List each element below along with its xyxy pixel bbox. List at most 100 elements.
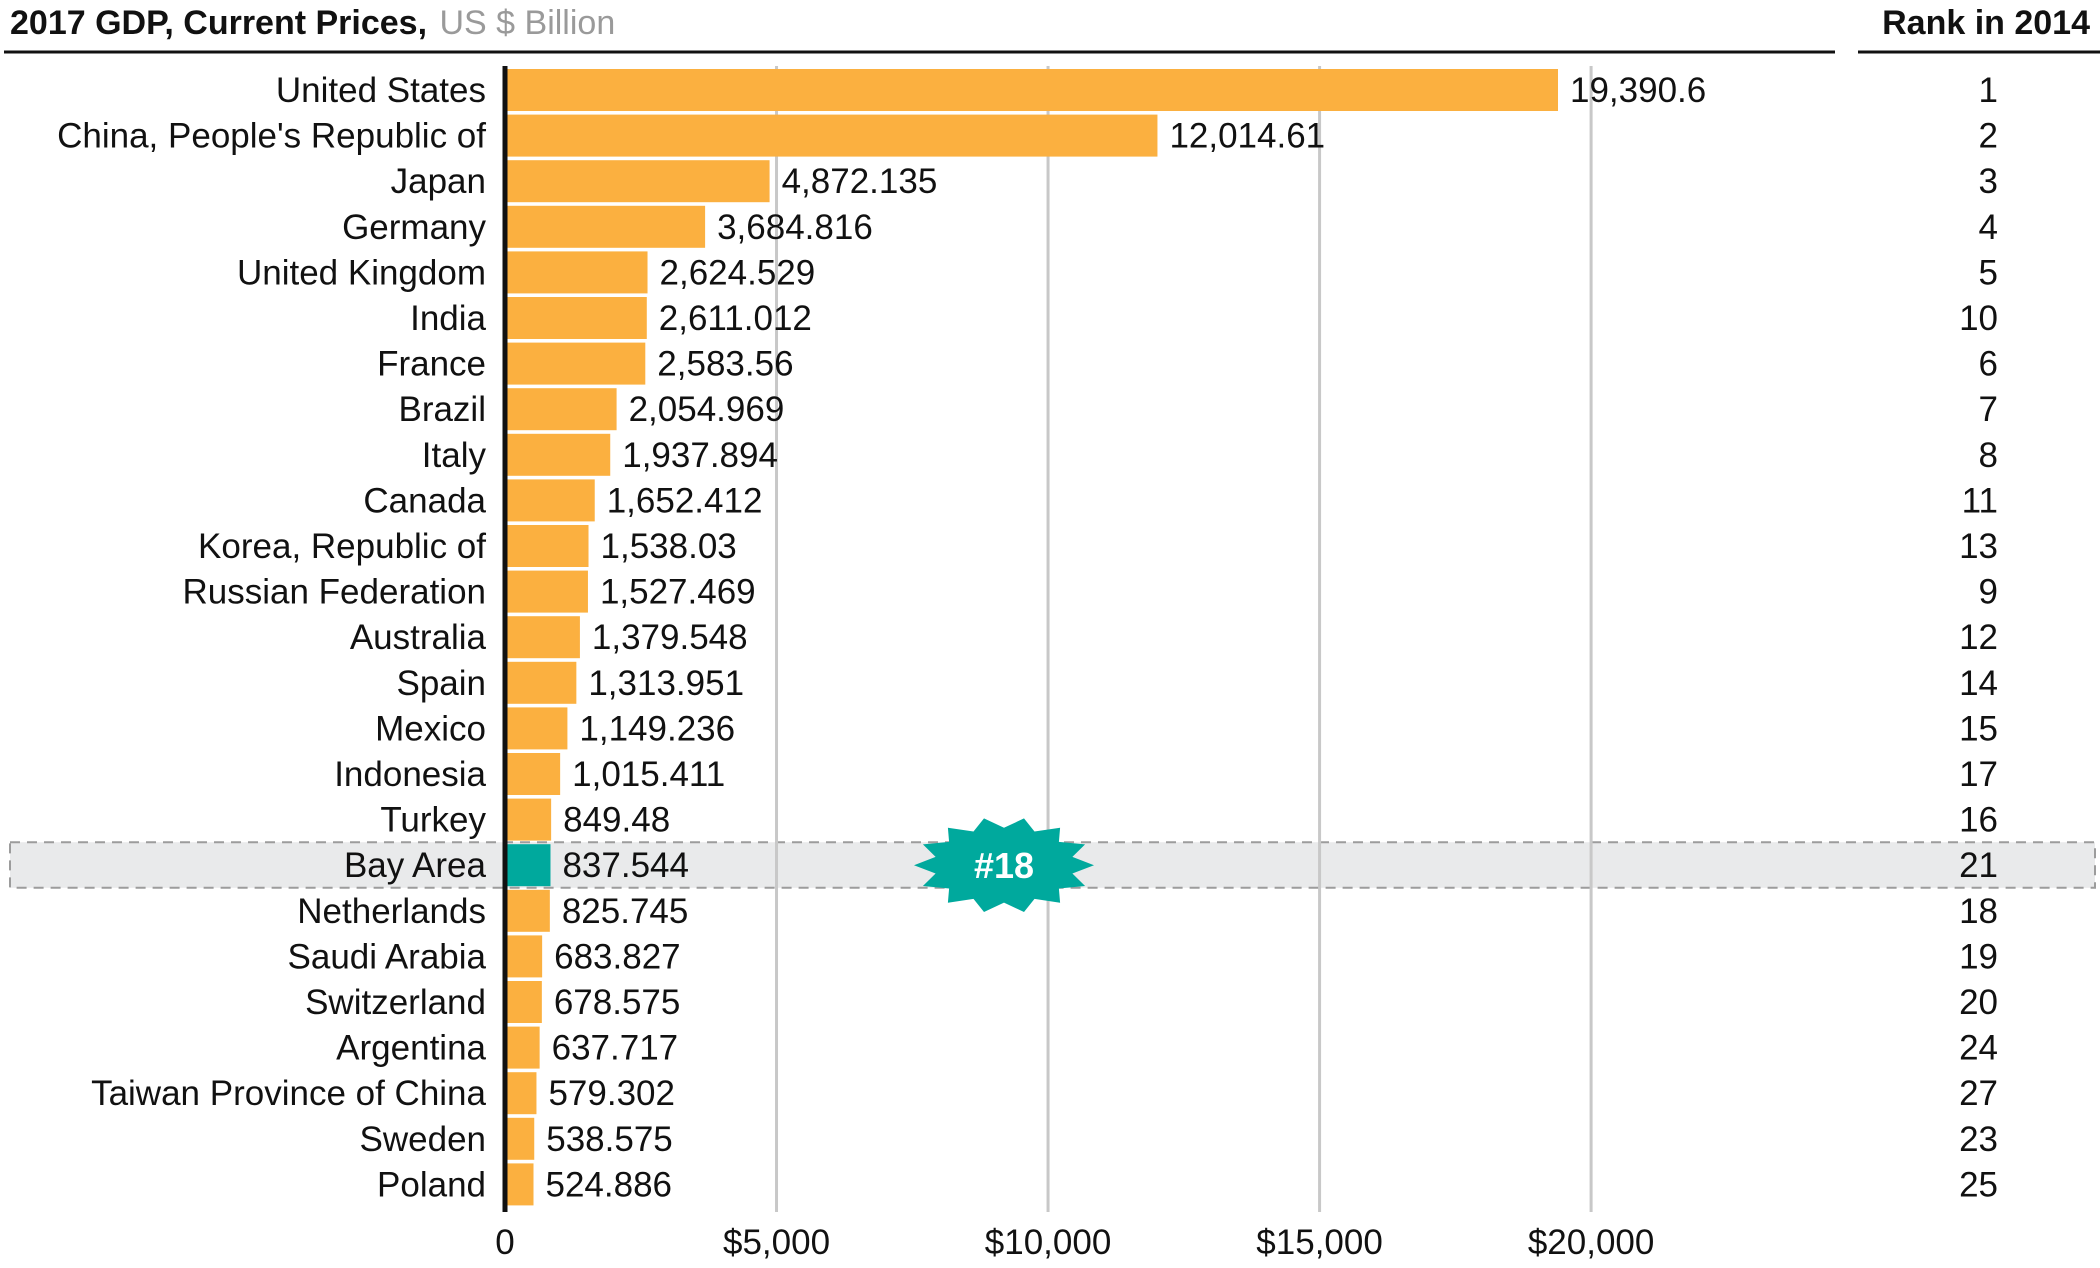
rank-badge-text: #18 — [974, 845, 1034, 886]
value-label: 1,379.548 — [592, 618, 748, 657]
rank-header: Rank in 2014 — [1882, 4, 2090, 42]
bar — [505, 251, 648, 294]
value-label: 524.886 — [546, 1165, 673, 1204]
category-label: Switzerland — [305, 983, 486, 1022]
value-label: 825.745 — [562, 892, 689, 931]
bar — [505, 69, 1559, 111]
rank-label: 12 — [1959, 618, 1998, 657]
value-label: 678.575 — [554, 983, 681, 1022]
value-label: 1,527.469 — [600, 573, 756, 612]
rank-label: 3 — [1979, 162, 1998, 201]
value-label: 1,015.411 — [572, 755, 725, 794]
value-label: 2,583.56 — [657, 345, 793, 384]
category-label: Taiwan Province of China — [91, 1074, 486, 1113]
x-tick-label: 0 — [495, 1223, 514, 1262]
value-label: 2,611.012 — [659, 299, 812, 338]
bar — [505, 114, 1158, 157]
category-label: Sweden — [360, 1120, 486, 1159]
category-label: Saudi Arabia — [288, 937, 487, 976]
bar — [505, 525, 589, 567]
bar — [505, 388, 617, 431]
rank-label: 2 — [1979, 117, 1998, 156]
bar — [505, 1117, 535, 1160]
category-label: India — [410, 299, 486, 338]
bar — [505, 981, 542, 1023]
chart-title: 2017 GDP, Current Prices, US $ Billion — [10, 4, 615, 42]
category-label: Argentina — [336, 1029, 486, 1068]
rank-label: 5 — [1979, 253, 1998, 292]
category-label: Turkey — [380, 801, 486, 840]
category-label: United Kingdom — [237, 253, 486, 292]
rank-label: 6 — [1979, 345, 1998, 384]
bar — [505, 1163, 534, 1206]
category-label: Germany — [342, 208, 486, 247]
rank-label: 19 — [1959, 937, 1998, 976]
bar-highlight — [505, 844, 551, 887]
value-label: 837.544 — [562, 846, 689, 885]
bar — [505, 342, 646, 385]
rank-label: 21 — [1959, 846, 1998, 885]
value-label: 849.48 — [563, 801, 670, 840]
category-label: Mexico — [375, 709, 486, 748]
x-tick-label: $5,000 — [723, 1223, 830, 1262]
value-label: 579.302 — [548, 1074, 675, 1113]
value-label: 538.575 — [546, 1120, 673, 1159]
value-label: 1,937.894 — [622, 436, 778, 475]
bar — [505, 935, 543, 978]
category-label: France — [377, 345, 486, 384]
value-label: 1,538.03 — [601, 527, 737, 566]
rank-label: 23 — [1959, 1120, 1998, 1159]
rank-label: 16 — [1959, 801, 1998, 840]
bar — [505, 160, 770, 203]
category-label: United States — [276, 71, 486, 110]
bar — [505, 1026, 540, 1069]
chart-title-main: 2017 GDP, Current Prices, — [10, 4, 427, 42]
category-label: Spain — [396, 664, 486, 703]
value-label: 19,390.6 — [1570, 71, 1706, 110]
bar — [505, 1072, 537, 1115]
rank-label: 4 — [1979, 208, 1998, 247]
value-label: 12,014.61 — [1169, 117, 1325, 156]
category-label: Indonesia — [334, 755, 486, 794]
category-label: Italy — [422, 436, 487, 475]
value-label: 2,054.969 — [629, 390, 785, 429]
value-label: 3,684.816 — [717, 208, 873, 247]
category-label: Japan — [391, 162, 486, 201]
category-label: Netherlands — [297, 892, 486, 931]
x-tick-label: $15,000 — [1256, 1223, 1383, 1262]
category-label: Australia — [350, 618, 487, 657]
category-label: Russian Federation — [183, 573, 487, 612]
category-label: Korea, Republic of — [198, 527, 486, 566]
rank-label: 13 — [1959, 527, 1998, 566]
bar — [505, 889, 550, 932]
category-label: Canada — [363, 481, 486, 520]
rank-label: 15 — [1959, 709, 1998, 748]
rank-label: 24 — [1959, 1029, 1998, 1068]
chart-title-unit: US $ Billion — [439, 4, 615, 42]
bar — [505, 479, 595, 522]
rank-label: 10 — [1959, 299, 1998, 338]
rank-badge-burst — [914, 818, 1094, 912]
bar — [505, 661, 577, 704]
bar — [505, 570, 588, 613]
value-label: 683.827 — [554, 937, 681, 976]
rank-label: 7 — [1979, 390, 1998, 429]
rank-label: 20 — [1959, 983, 1998, 1022]
bar — [505, 798, 552, 841]
value-label: 2,624.529 — [660, 253, 816, 292]
category-label: China, People's Republic of — [57, 117, 486, 156]
x-tick-label: $10,000 — [985, 1223, 1112, 1262]
rank-label: 27 — [1959, 1074, 1998, 1113]
category-label: Bay Area — [344, 846, 487, 885]
value-label: 1,313.951 — [588, 664, 744, 703]
rank-label: 17 — [1959, 755, 1998, 794]
value-label: 637.717 — [552, 1029, 679, 1068]
bar — [505, 753, 561, 795]
rank-label: 9 — [1979, 573, 1998, 612]
rank-label: 8 — [1979, 436, 1998, 475]
x-tick-label: $20,000 — [1528, 1223, 1655, 1262]
bar — [505, 205, 706, 248]
bar — [505, 707, 568, 750]
bar — [505, 433, 611, 476]
